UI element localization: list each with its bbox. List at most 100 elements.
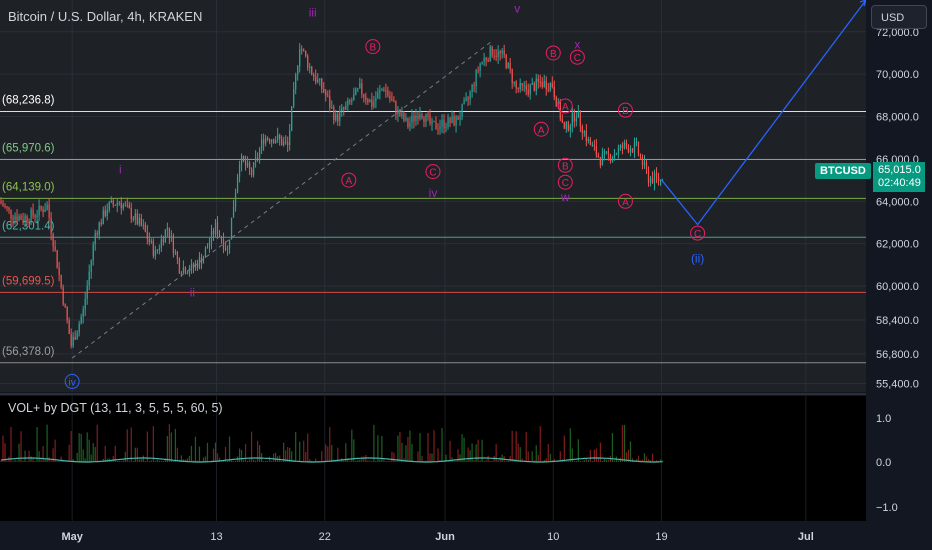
candle-body <box>361 83 363 95</box>
candle-body <box>475 70 477 87</box>
volume-bar <box>437 448 439 462</box>
candle-body <box>537 78 539 82</box>
candle-body <box>509 62 511 70</box>
candle-body <box>254 157 257 163</box>
volume-bar <box>465 460 467 462</box>
wave-label-circle <box>617 193 633 209</box>
candle-body <box>343 107 345 110</box>
volume-bar <box>94 446 96 462</box>
volume-bar <box>543 459 545 462</box>
candle-body <box>551 83 553 88</box>
volume-bar <box>126 429 128 462</box>
candle-body <box>347 100 349 106</box>
volume-bar <box>581 461 583 462</box>
volume-bar <box>242 459 245 462</box>
wave-label: v <box>514 1 520 15</box>
volume-bar <box>240 449 243 462</box>
candle-body <box>413 115 415 122</box>
candle-body <box>154 250 156 256</box>
candle-body <box>471 84 473 92</box>
volume-bar <box>90 454 92 462</box>
candle-body <box>459 116 461 120</box>
currency-button[interactable]: USD <box>871 5 927 29</box>
volume-bar <box>116 460 118 462</box>
volume-bar <box>138 459 140 462</box>
wave-label-circle <box>557 174 573 190</box>
candle-body <box>507 62 509 68</box>
candle-body <box>395 102 397 115</box>
volume-bar <box>645 456 648 462</box>
candle-body <box>399 109 401 117</box>
volume-bar <box>273 453 275 462</box>
volume-bar <box>501 454 503 462</box>
candle-body <box>441 119 443 127</box>
wave-label-circle <box>365 39 381 55</box>
volume-bar <box>441 428 443 462</box>
candle-body <box>403 112 405 121</box>
volume-bar <box>54 439 56 462</box>
candle-body <box>657 176 660 182</box>
candle-body <box>617 148 620 154</box>
candle-body <box>194 263 197 268</box>
candle-body <box>521 83 523 86</box>
volume-bar <box>467 447 469 462</box>
candle-body <box>76 332 78 340</box>
candle-body <box>589 139 591 145</box>
volume-bar <box>30 456 32 462</box>
candle-body <box>236 177 239 193</box>
volume-bar <box>275 452 277 462</box>
candle-body <box>158 248 160 251</box>
volume-bar <box>347 458 349 462</box>
volume-bar <box>190 445 193 462</box>
volume-bar <box>569 428 571 462</box>
candle-body <box>156 250 158 252</box>
candle-body <box>184 267 187 274</box>
candle-body <box>273 139 275 144</box>
candle-body <box>208 242 211 248</box>
volume-bar <box>469 450 471 462</box>
volume-bar <box>643 453 646 462</box>
volume-bar <box>234 460 237 462</box>
candle-body <box>397 109 399 115</box>
candle-body <box>533 83 535 91</box>
volume-bar <box>595 448 597 462</box>
candle-body <box>549 83 551 91</box>
wave-label-circle <box>690 225 706 241</box>
wave-label: B <box>550 49 557 60</box>
candle-body <box>32 209 34 216</box>
volume-bar <box>387 460 389 462</box>
candle-body <box>18 216 20 221</box>
candle-body <box>363 94 365 97</box>
candle-body <box>44 209 46 212</box>
candle-body <box>0 201 2 204</box>
volume-bar <box>419 433 421 462</box>
volume-bar <box>445 454 447 462</box>
candle-body <box>449 117 451 123</box>
wave-label-circle <box>533 121 549 137</box>
candle-body <box>36 215 38 218</box>
x-tick-label: Jul <box>798 531 814 543</box>
candle-body <box>369 99 371 103</box>
candle-body <box>92 244 94 260</box>
volume-bar <box>238 448 241 462</box>
volume-bar <box>329 427 331 462</box>
candle-body <box>479 63 481 71</box>
candle-body <box>222 239 225 249</box>
candle-body <box>168 227 171 238</box>
candle-body <box>20 216 22 220</box>
volume-bar <box>96 424 98 462</box>
volume-bar <box>309 459 311 462</box>
volume-bar <box>172 460 175 462</box>
volume-bar <box>299 441 301 462</box>
candle-body <box>645 161 648 170</box>
level-label: (62,301.4) <box>2 220 55 232</box>
volume-bar <box>381 436 383 462</box>
volume-bar <box>204 456 207 462</box>
candle-body <box>523 85 525 87</box>
candle-body <box>124 204 126 206</box>
candle-body <box>62 287 64 305</box>
volume-bar <box>427 432 429 462</box>
wave-label-circle <box>557 157 573 173</box>
candle-body <box>8 207 10 210</box>
